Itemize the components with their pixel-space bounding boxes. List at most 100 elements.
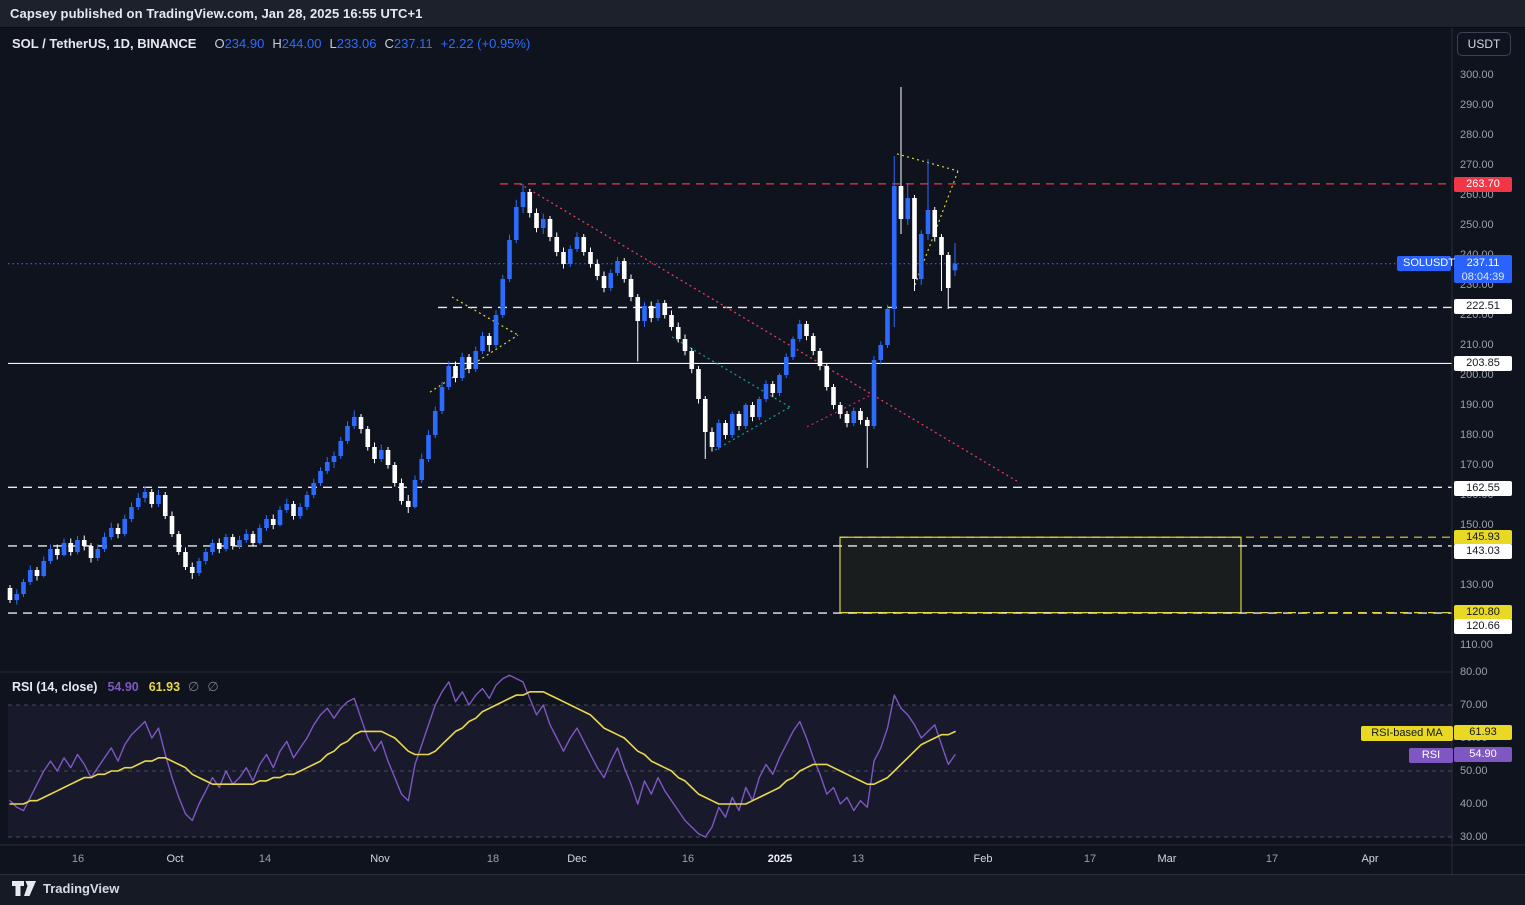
- time-tick: 2025: [767, 853, 793, 865]
- rsi-tick: 50.00: [1460, 765, 1488, 777]
- candle-body: [918, 234, 924, 279]
- price-axis-label: 263.70: [1454, 177, 1512, 192]
- candle-body: [419, 459, 425, 480]
- candle-body: [129, 507, 134, 519]
- current-symbol-tag: SOLUSDT: [1397, 256, 1455, 271]
- price-tick: 150.00: [1460, 519, 1494, 531]
- tradingview-logo-icon: [12, 881, 36, 896]
- candle-body: [797, 324, 803, 339]
- candle-body: [588, 252, 593, 264]
- rsi-ma-value: 61.93: [148, 680, 181, 694]
- candle-body: [594, 264, 600, 276]
- candle-body: [898, 186, 904, 219]
- time-tick: Nov: [370, 853, 390, 865]
- candle-body: [493, 315, 499, 345]
- price-tick: 130.00: [1460, 579, 1494, 591]
- candle-body: [203, 552, 209, 561]
- candle-body: [196, 561, 202, 573]
- candle-body: [399, 483, 404, 501]
- candle-body: [230, 537, 236, 546]
- candle-body: [338, 441, 344, 456]
- candle-body: [621, 261, 627, 279]
- candle-body: [142, 492, 148, 498]
- rsi-legend[interactable]: RSI (14, close) 54.90 61.93 ∅ ∅: [12, 679, 219, 695]
- price-tick: 250.00: [1460, 219, 1494, 231]
- hidden-source-icon: ∅: [188, 679, 200, 694]
- candle-body: [669, 315, 674, 327]
- candle-body: [176, 534, 182, 552]
- candle-body: [831, 387, 836, 405]
- time-tick: 16: [71, 853, 85, 865]
- candle-body: [331, 456, 337, 462]
- price-axis-label: 120.66: [1454, 619, 1512, 634]
- candle-body: [500, 279, 506, 315]
- tradingview-brand-text: TradingView: [43, 881, 120, 896]
- price-axis-label: 145.93: [1454, 530, 1512, 545]
- candle-body: [473, 351, 479, 369]
- candle-body: [520, 192, 526, 207]
- candle-body: [318, 471, 323, 483]
- candle-body: [108, 528, 114, 537]
- candle-body: [804, 324, 809, 336]
- candle-body: [709, 432, 715, 447]
- candle-body: [527, 192, 533, 213]
- price-tick: 300.00: [1460, 69, 1494, 81]
- time-tick: 16: [681, 853, 695, 865]
- currency-toggle-usdt-button[interactable]: USDT: [1457, 32, 1511, 56]
- candle-body: [770, 384, 776, 393]
- rsi-axis-name-tag: RSI: [1409, 748, 1453, 763]
- candle-body: [291, 504, 296, 516]
- candle-body: [486, 336, 492, 345]
- candle-body: [88, 546, 94, 558]
- candle-body: [736, 414, 742, 426]
- candle-body: [952, 263, 958, 271]
- candle-body: [439, 387, 445, 411]
- hidden-source-icon: ∅: [207, 679, 219, 694]
- symbol-legend[interactable]: SOL / TetherUS, 1D, BINANCE O234.90 H244.0…: [12, 36, 530, 51]
- candle-body: [905, 198, 911, 219]
- candle-body: [851, 411, 857, 423]
- candle-body: [345, 426, 350, 441]
- candle-body: [237, 540, 242, 546]
- candle-body: [459, 357, 465, 378]
- candle-body: [507, 240, 512, 279]
- rsi-indicator-title[interactable]: RSI (14, close): [12, 680, 98, 694]
- candle-body: [824, 366, 830, 387]
- rsi-ma-line: [9, 690, 956, 805]
- candle-body: [270, 519, 276, 525]
- high-label: H: [272, 36, 282, 51]
- candle-body: [513, 207, 519, 240]
- candle-body: [581, 237, 587, 252]
- candle-body: [547, 219, 553, 237]
- price-axis-label: 120.80: [1454, 605, 1512, 620]
- symbol-title[interactable]: SOL / TetherUS, 1D, BINANCE: [12, 36, 197, 51]
- change-value: +2.22 (+0.95%): [440, 36, 531, 51]
- candle-body: [615, 261, 620, 273]
- candle-body: [574, 237, 580, 249]
- candle-body: [277, 510, 283, 525]
- candle-body: [912, 198, 917, 279]
- candle-body: [756, 399, 762, 417]
- rsi-tick: 40.00: [1460, 798, 1488, 810]
- candle-body: [628, 279, 634, 297]
- candle-body: [837, 405, 843, 414]
- price-tick: 210.00: [1460, 339, 1494, 351]
- candle-body: [662, 303, 668, 315]
- candle-body: [95, 549, 101, 558]
- candle-body: [156, 495, 161, 504]
- candle-body: [466, 357, 472, 369]
- candle-body: [675, 327, 681, 339]
- rsi-line: [9, 674, 956, 838]
- low-value: 233.06: [336, 36, 377, 51]
- candle-body: [939, 237, 944, 255]
- tradingview-logo-link[interactable]: TradingView: [12, 881, 119, 896]
- candle-body: [311, 483, 317, 495]
- candle-body: [750, 405, 755, 417]
- time-tick: Mar: [1157, 853, 1177, 865]
- candle-body: [945, 255, 951, 288]
- rsi-axis-value-label: 54.90: [1454, 747, 1512, 762]
- candle-body: [135, 498, 141, 507]
- candle-body: [297, 507, 303, 516]
- candle-body: [304, 495, 310, 507]
